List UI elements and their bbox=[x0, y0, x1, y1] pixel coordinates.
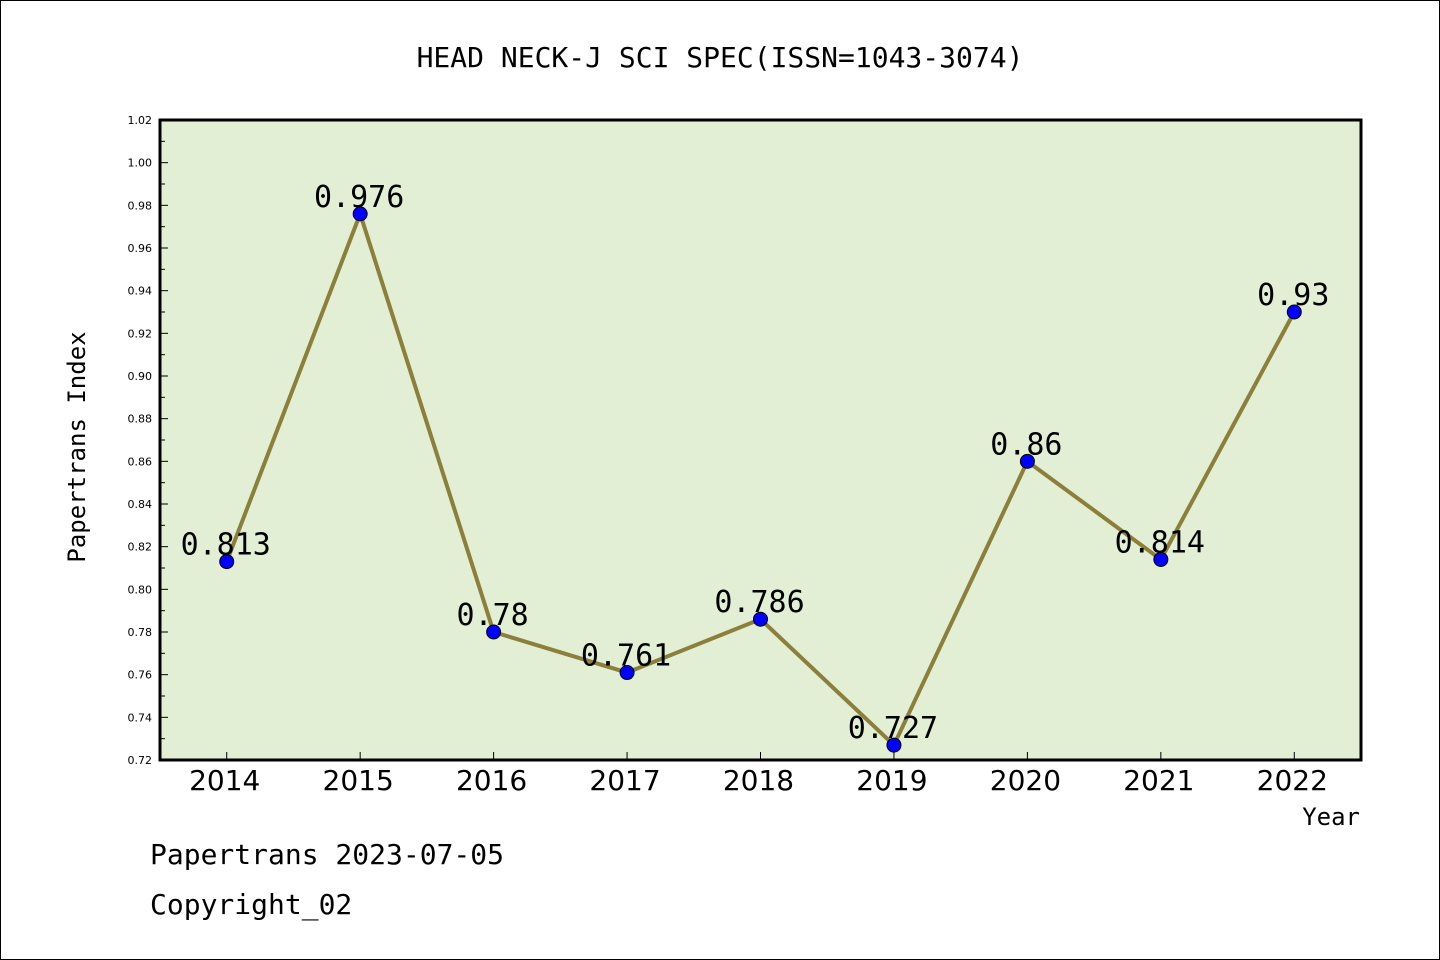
x-tick-label: 2018 bbox=[723, 764, 794, 797]
y-tick-label: 0.72 bbox=[128, 754, 153, 767]
x-tick-label: 2020 bbox=[990, 764, 1061, 797]
data-label-2022: 0.93 bbox=[1257, 278, 1329, 313]
x-tick-label: 2016 bbox=[456, 764, 527, 797]
data-label-2018: 0.786 bbox=[714, 585, 804, 620]
y-tick-label: 1.00 bbox=[128, 157, 153, 170]
plot-frame bbox=[158, 118, 1363, 762]
data-label-2021: 0.814 bbox=[1115, 525, 1205, 560]
data-point-2015 bbox=[352, 206, 368, 222]
x-tick-label: 2015 bbox=[323, 764, 394, 797]
y-tick-label: 0.86 bbox=[128, 455, 153, 468]
data-point-2017 bbox=[619, 665, 635, 681]
footer-copyright: Copyright_02 bbox=[150, 888, 352, 922]
data-point-2022 bbox=[1286, 304, 1302, 320]
y-tick-label: 0.92 bbox=[128, 327, 153, 340]
y-tick-label: 0.74 bbox=[128, 711, 153, 724]
x-tick-label: 2021 bbox=[1123, 764, 1194, 797]
data-labels: 0.813 0.976 0.78 0.761 0.786 0.727 0.86 0.814 0.… bbox=[181, 180, 1330, 746]
x-tick-label: 2022 bbox=[1257, 764, 1328, 797]
data-points bbox=[219, 206, 1302, 753]
x-tick-label: 2019 bbox=[856, 764, 927, 797]
data-point-2020 bbox=[1019, 453, 1035, 469]
y-tick-label: 0.84 bbox=[128, 498, 153, 511]
data-point-2018 bbox=[753, 611, 768, 627]
x-axis-label: Year bbox=[1302, 803, 1360, 831]
y-tick-label: 1.02 bbox=[128, 114, 153, 127]
data-label-2015: 0.976 bbox=[314, 180, 404, 215]
data-label-2020: 0.86 bbox=[990, 427, 1062, 462]
x-tick-label: 2014 bbox=[189, 764, 260, 797]
data-point-2021 bbox=[1153, 551, 1169, 567]
data-label-2016: 0.78 bbox=[456, 598, 528, 633]
data-label-2019: 0.727 bbox=[848, 711, 938, 746]
data-label-2017: 0.761 bbox=[581, 639, 671, 674]
y-tick-label: 0.82 bbox=[128, 541, 153, 554]
chart-title: HEAD NECK-J SCI SPEC(ISSN=1043-3074) bbox=[417, 41, 1024, 74]
footer-date: Papertrans 2023-07-05 bbox=[150, 838, 504, 871]
y-tick-label: 0.90 bbox=[128, 370, 153, 383]
x-axis-ticks: 2014 2015 2016 2017 2018 2019 2020 2021 2022 bbox=[189, 752, 1328, 797]
data-label-2014: 0.813 bbox=[181, 528, 271, 563]
data-point-2016 bbox=[486, 624, 502, 640]
y-tick-label: 0.88 bbox=[128, 413, 153, 426]
y-tick-label: 0.98 bbox=[128, 199, 153, 212]
x-tick-label: 2017 bbox=[589, 764, 660, 797]
y-tick-label: 0.78 bbox=[128, 626, 153, 639]
y-tick-label: 0.96 bbox=[128, 242, 153, 255]
plot-area bbox=[160, 120, 1361, 760]
y-tick-label: 0.94 bbox=[128, 285, 153, 298]
y-tick-label: 0.76 bbox=[128, 669, 153, 682]
data-point-2014 bbox=[219, 554, 235, 570]
y-axis-label: Papertrans Index bbox=[63, 331, 91, 562]
y-tick-label: 0.80 bbox=[128, 583, 153, 596]
data-point-2019 bbox=[886, 737, 902, 753]
